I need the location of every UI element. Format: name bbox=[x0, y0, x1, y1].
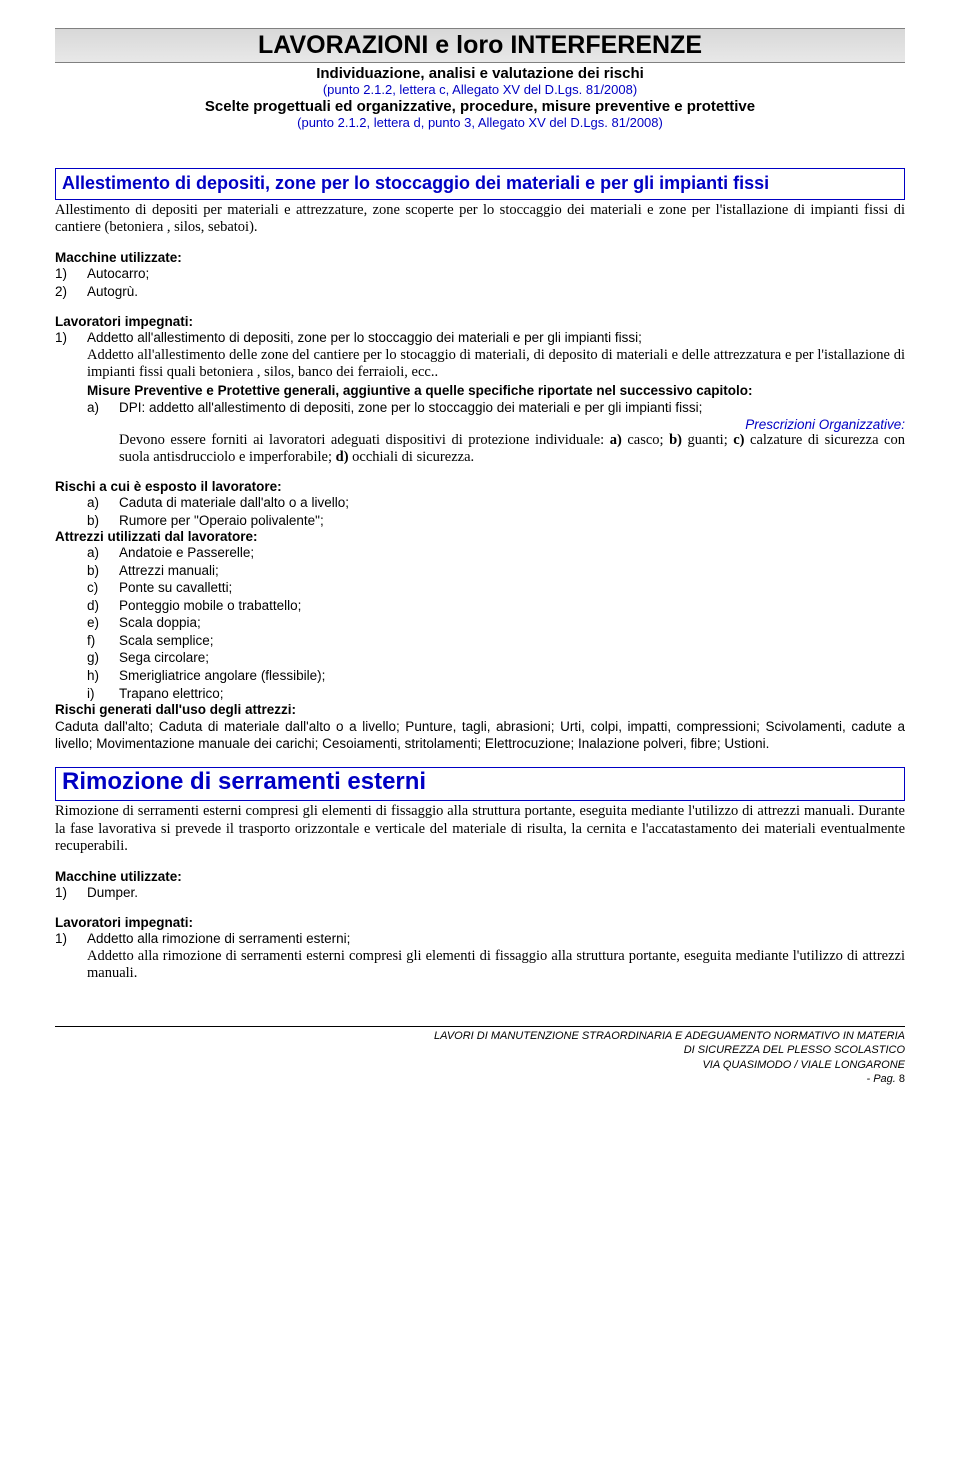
page-number: 8 bbox=[899, 1073, 905, 1085]
list-item: 1)Dumper. bbox=[55, 884, 905, 902]
list-item: 1)Addetto all'allestimento di depositi, … bbox=[55, 329, 905, 347]
subtitle: Individuazione, analisi e valutazione de… bbox=[55, 65, 905, 82]
ref-line-2: (punto 2.1.2, lettera d, punto 3, Allega… bbox=[55, 115, 905, 130]
page: LAVORAZIONI e loro INTERFERENZE Individu… bbox=[0, 0, 960, 1126]
item-letter: e) bbox=[87, 614, 119, 632]
item-text: Addetto all'allestimento di depositi, zo… bbox=[87, 330, 642, 345]
list-item: f)Scala semplice; bbox=[87, 632, 905, 650]
section-1-desc: Allestimento di depositi per materiali e… bbox=[55, 202, 905, 236]
item-num: 1) bbox=[55, 884, 87, 902]
footer-line-3: VIA QUASIMODO / VIALE LONGARONE bbox=[55, 1058, 905, 1072]
rischi-gen-text: Caduta dall'alto; Caduta di materiale da… bbox=[55, 718, 905, 753]
item-num: 2) bbox=[55, 283, 87, 301]
item-text: Dumper. bbox=[87, 885, 138, 900]
ref-line-1: (punto 2.1.2, lettera c, Allegato XV del… bbox=[55, 82, 905, 97]
list-item: h)Smerigliatrice angolare (flessibile); bbox=[87, 667, 905, 685]
section-2-title: Rimozione di serramenti esterni bbox=[62, 768, 898, 797]
section-1-box: Allestimento di depositi, zone per lo st… bbox=[55, 168, 905, 200]
item-letter: b) bbox=[87, 512, 119, 530]
item-text: Ponteggio mobile o trabattello; bbox=[119, 598, 301, 613]
footer-line-4: - Pag. 8 bbox=[55, 1072, 905, 1086]
item-text: Smerigliatrice angolare (flessibile); bbox=[119, 668, 325, 683]
item-text: Autogrù. bbox=[87, 284, 138, 299]
lavoratori-head-2: Lavoratori impegnati: bbox=[55, 915, 905, 930]
lavoratori-desc-2: Addetto alla rimozione di serramenti est… bbox=[87, 948, 905, 982]
item-text: Scala doppia; bbox=[119, 615, 201, 630]
lavoratori-list-2: 1)Addetto alla rimozione di serramenti e… bbox=[55, 930, 905, 948]
attrezzi-head: Attrezzi utilizzati dal lavoratore: bbox=[55, 529, 905, 544]
item-letter: d) bbox=[87, 597, 119, 615]
macchine-list-2: 1)Dumper. bbox=[55, 884, 905, 902]
macchine-list-1: 1)Autocarro; 2)Autogrù. bbox=[55, 265, 905, 300]
item-text: Andatoie e Passerelle; bbox=[119, 545, 254, 560]
item-num: 1) bbox=[55, 930, 87, 948]
lavoratori-list-1: 1)Addetto all'allestimento di depositi, … bbox=[55, 329, 905, 347]
dpi-desc: Devono essere forniti ai lavoratori adeg… bbox=[119, 432, 905, 466]
section-2-desc: Rimozione di serramenti esterni compresi… bbox=[55, 803, 905, 854]
lavoratori-desc-1: Addetto all'allestimento delle zone del … bbox=[87, 347, 905, 381]
prescrizioni-label: Prescrizioni Organizzative: bbox=[55, 417, 905, 432]
rischi-gen-head: Rischi generati dall'uso degli attrezzi: bbox=[55, 702, 905, 717]
list-item: b)Attrezzi manuali; bbox=[87, 562, 905, 580]
dpi-list: a)DPI: addetto all'allestimento di depos… bbox=[87, 399, 905, 417]
item-letter: a) bbox=[87, 544, 119, 562]
item-text: Rumore per "Operaio polivalente"; bbox=[119, 513, 324, 528]
item-text: Autocarro; bbox=[87, 266, 149, 281]
list-item: 1)Autocarro; bbox=[55, 265, 905, 283]
item-text: Caduta di materiale dall'alto o a livell… bbox=[119, 495, 349, 510]
section-1-title: Allestimento di depositi, zone per lo st… bbox=[62, 173, 898, 195]
list-item: i)Trapano elettrico; bbox=[87, 685, 905, 703]
list-item: b)Rumore per "Operaio polivalente"; bbox=[87, 512, 905, 530]
footer-divider bbox=[55, 1026, 905, 1027]
item-text: Trapano elettrico; bbox=[119, 686, 224, 701]
misure-head: Misure Preventive e Protettive generali,… bbox=[87, 382, 905, 399]
list-item: 1)Addetto alla rimozione di serramenti e… bbox=[55, 930, 905, 948]
rischi-list: a)Caduta di materiale dall'alto o a live… bbox=[87, 494, 905, 529]
item-letter: a) bbox=[87, 399, 119, 417]
item-text: Attrezzi manuali; bbox=[119, 563, 219, 578]
list-item: 2)Autogrù. bbox=[55, 283, 905, 301]
item-text: DPI: addetto all'allestimento di deposit… bbox=[119, 400, 702, 415]
macchine-head-2: Macchine utilizzate: bbox=[55, 869, 905, 884]
macchine-head-1: Macchine utilizzate: bbox=[55, 250, 905, 265]
item-letter: f) bbox=[87, 632, 119, 650]
list-item: a)Caduta di materiale dall'alto o a live… bbox=[87, 494, 905, 512]
page-footer: LAVORI DI MANUTENZIONE STRAORDINARIA E A… bbox=[55, 1029, 905, 1086]
item-text: Sega circolare; bbox=[119, 650, 209, 665]
item-num: 1) bbox=[55, 265, 87, 283]
item-letter: g) bbox=[87, 649, 119, 667]
rischi-esposto-head: Rischi a cui è esposto il lavoratore: bbox=[55, 479, 905, 494]
list-item: a)DPI: addetto all'allestimento di depos… bbox=[87, 399, 905, 417]
item-text: Ponte su cavalletti; bbox=[119, 580, 232, 595]
list-item: g)Sega circolare; bbox=[87, 649, 905, 667]
main-title: LAVORAZIONI e loro INTERFERENZE bbox=[55, 28, 905, 63]
item-num: 1) bbox=[55, 329, 87, 347]
lavoratori-head-1: Lavoratori impegnati: bbox=[55, 314, 905, 329]
item-letter: h) bbox=[87, 667, 119, 685]
list-item: d)Ponteggio mobile o trabattello; bbox=[87, 597, 905, 615]
item-text: Addetto alla rimozione di serramenti est… bbox=[87, 931, 350, 946]
list-item: a)Andatoie e Passerelle; bbox=[87, 544, 905, 562]
item-letter: a) bbox=[87, 494, 119, 512]
list-item: c)Ponte su cavalletti; bbox=[87, 579, 905, 597]
item-letter: b) bbox=[87, 562, 119, 580]
item-text: Scala semplice; bbox=[119, 633, 214, 648]
footer-line-1: LAVORI DI MANUTENZIONE STRAORDINARIA E A… bbox=[55, 1029, 905, 1043]
attrezzi-list: a)Andatoie e Passerelle; b)Attrezzi manu… bbox=[87, 544, 905, 702]
item-letter: c) bbox=[87, 579, 119, 597]
item-letter: i) bbox=[87, 685, 119, 703]
subtitle-2: Scelte progettuali ed organizzative, pro… bbox=[55, 98, 905, 115]
list-item: e)Scala doppia; bbox=[87, 614, 905, 632]
footer-line-2: DI SICUREZZA DEL PLESSO SCOLASTICO bbox=[55, 1043, 905, 1057]
section-2-box: Rimozione di serramenti esterni bbox=[55, 767, 905, 802]
